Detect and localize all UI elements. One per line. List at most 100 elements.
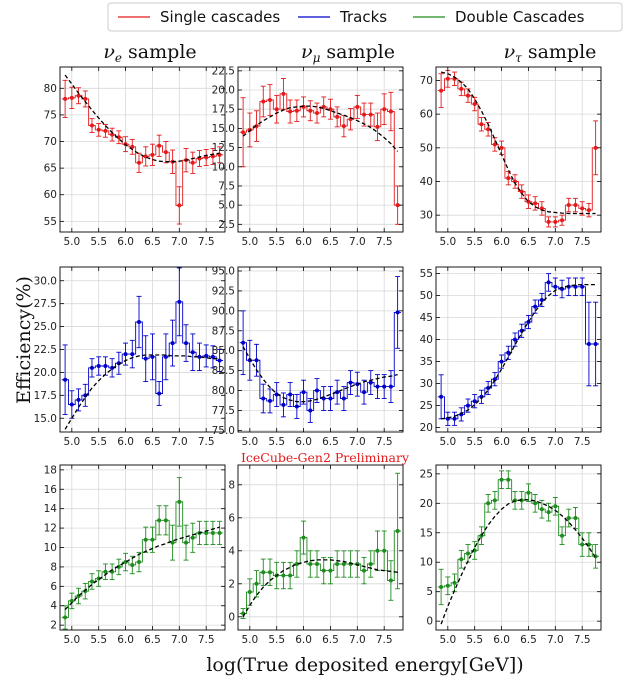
- data-point: [197, 354, 202, 359]
- data-point: [150, 537, 155, 542]
- x-tick-label: 7.5: [376, 634, 393, 646]
- fit-curve: [64, 526, 220, 611]
- plot-area: [61, 477, 223, 630]
- y-tick-label: 10.0: [212, 161, 235, 173]
- column-title-nue: νe sample: [103, 41, 196, 65]
- data-point: [63, 96, 68, 101]
- data-point: [388, 109, 393, 114]
- data-point: [479, 122, 484, 127]
- data-point: [116, 135, 121, 140]
- y-tick-label: 80: [44, 83, 57, 95]
- data-point: [506, 477, 511, 482]
- x-tick-label: 6.5: [520, 436, 537, 448]
- y-tick-label: 15.0: [34, 413, 57, 425]
- x-tick-label: 7.5: [574, 634, 591, 646]
- data-point: [593, 342, 598, 346]
- data-point: [382, 107, 387, 112]
- data-point: [103, 128, 108, 133]
- x-tick-label: 5.0: [241, 634, 258, 646]
- y-tick-label: 50: [420, 290, 433, 302]
- data-point: [328, 568, 333, 573]
- data-point: [261, 99, 266, 104]
- y-tick-label: 25: [420, 468, 433, 480]
- data-point: [241, 340, 246, 345]
- fit-curve: [242, 105, 399, 152]
- x-tick-label: 6.5: [144, 634, 161, 646]
- y-tick-label: 35: [420, 356, 433, 368]
- data-point: [465, 551, 470, 556]
- data-point: [368, 112, 373, 117]
- x-tick-label: 5.5: [268, 236, 285, 248]
- panel-frame: [59, 66, 226, 233]
- data-point: [445, 583, 450, 588]
- fit-curve: [242, 346, 398, 403]
- data-point: [382, 384, 387, 389]
- data-point: [439, 394, 444, 399]
- x-tick-label: 7.0: [171, 236, 188, 248]
- y-tick-label: 30.0: [34, 275, 57, 287]
- x-tick-label: 6.5: [322, 236, 339, 248]
- x-tick-label: 5.0: [439, 236, 456, 248]
- data-point: [492, 498, 497, 503]
- data-point: [375, 384, 380, 389]
- data-point: [472, 102, 477, 107]
- data-point: [76, 93, 81, 98]
- data-point: [288, 392, 293, 397]
- data-point: [184, 341, 189, 346]
- data-point: [553, 219, 558, 224]
- data-point: [573, 203, 578, 208]
- data-point: [348, 380, 353, 385]
- data-point: [281, 402, 286, 407]
- y-tick-label: 30: [420, 378, 433, 390]
- y-tick-label: 85.0: [212, 345, 235, 357]
- histogram-step: [437, 479, 599, 588]
- data-point: [210, 154, 215, 159]
- y-axis-label: Efficiency(%): [13, 276, 35, 404]
- data-point: [546, 280, 551, 285]
- data-point: [593, 145, 598, 150]
- x-tick-label: 7.0: [349, 436, 366, 448]
- data-point: [486, 127, 491, 132]
- data-point: [69, 95, 74, 100]
- data-point: [150, 354, 155, 359]
- data-point: [573, 284, 578, 289]
- data-point: [204, 353, 209, 358]
- y-tick-label: 75.0: [212, 425, 235, 437]
- data-point: [110, 365, 115, 370]
- x-tick-label: 7.0: [171, 436, 188, 448]
- y-tick-label: 75: [44, 109, 57, 121]
- y-tick-label: 20.0: [34, 367, 57, 379]
- data-point: [288, 573, 293, 578]
- histogram-step: [61, 95, 223, 206]
- data-point: [499, 359, 504, 364]
- data-point: [375, 548, 380, 553]
- x-tick-label: 7.0: [349, 634, 366, 646]
- x-tick-label: 7.0: [171, 634, 188, 646]
- data-point: [465, 93, 470, 98]
- y-tick-label: 5.0: [218, 200, 235, 212]
- data-point: [308, 108, 313, 113]
- data-point: [308, 562, 313, 566]
- x-tick-label: 7.0: [547, 634, 564, 646]
- data-point: [362, 568, 367, 573]
- x-tick-label: 6.5: [322, 634, 339, 646]
- data-point: [580, 284, 585, 289]
- x-tick-label: 7.5: [574, 436, 591, 448]
- x-tick-label: 5.0: [439, 436, 456, 448]
- data-point: [130, 144, 135, 149]
- y-tick-label: 10: [44, 542, 57, 554]
- y-tick-label: 0: [426, 616, 433, 628]
- data-point: [137, 160, 142, 165]
- y-tick-label: 6: [228, 512, 235, 524]
- data-point: [368, 562, 373, 566]
- plot-area: [61, 267, 223, 430]
- data-point: [301, 535, 306, 540]
- data-point: [341, 396, 346, 401]
- data-point: [395, 529, 400, 533]
- data-point: [459, 557, 464, 562]
- y-tick-label: 22.5: [34, 344, 57, 356]
- data-point: [553, 504, 558, 509]
- y-tick-label: 95.0: [212, 265, 235, 277]
- data-point: [254, 358, 259, 363]
- data-point: [123, 352, 128, 357]
